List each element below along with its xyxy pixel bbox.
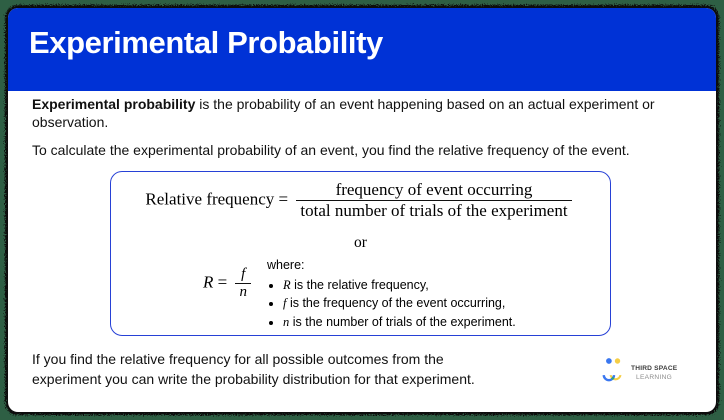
svg-text:THIRD SPACE: THIRD SPACE [631, 365, 678, 372]
svg-text:LEARNING: LEARNING [636, 374, 672, 381]
